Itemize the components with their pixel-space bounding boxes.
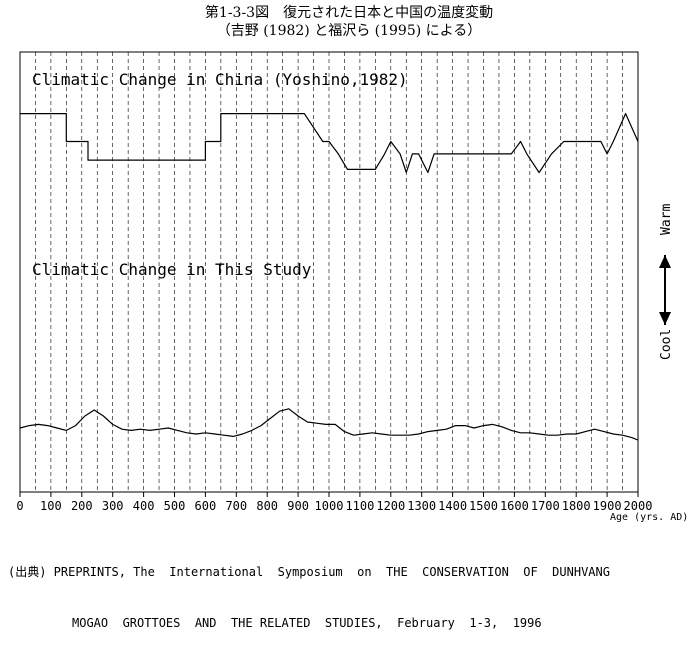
series-label-study: Climatic Change in This Study: [32, 260, 312, 279]
cool-label: Cool: [659, 329, 674, 360]
x-tick-label: 2000: [624, 499, 653, 513]
x-tick-label: 600: [195, 499, 217, 513]
arrow-up-icon: [659, 255, 671, 268]
series-lines: [19, 112, 639, 441]
source-line2: MOGAO GROTTOES AND THE RELATED STUDIES, …: [72, 616, 542, 630]
x-tick-label: 1900: [593, 499, 622, 513]
x-tick-label: 1400: [438, 499, 467, 513]
warm-label: Warm: [659, 204, 674, 235]
x-axis-tick-labels: 0 100 200 300 400 500 600 700 800 900 1000 1100 1200…: [16, 499, 652, 513]
x-axis-label: Age (yrs. AD): [610, 512, 688, 523]
series-label-china: Climatic Change in China (Yoshino,1982): [32, 70, 408, 89]
x-tick-label: 200: [71, 499, 93, 513]
x-tick-label: 800: [256, 499, 278, 513]
series-line-study: [19, 408, 639, 441]
chart-title-line2: （吉野 (1982) と福沢ら (1995) による）: [216, 23, 482, 39]
x-tick-label: 0: [16, 499, 23, 513]
x-tick-label: 100: [40, 499, 62, 513]
source-line1: (出典) PREPRINTS, The International Sympos…: [8, 565, 610, 579]
series-line-china: [20, 112, 639, 174]
chart: 0 100 200 300 400 500 600 700 800 900 1000 1100 1200…: [16, 51, 688, 523]
warm-cool-indicator: Warm Cool: [659, 204, 674, 360]
x-tick-label: 1000: [315, 499, 344, 513]
grid-lines: [35, 52, 623, 492]
x-axis-ticks: [19, 492, 639, 497]
x-tick-label: 1600: [500, 499, 529, 513]
x-tick-label: 500: [164, 499, 186, 513]
x-tick-label: 1100: [345, 499, 374, 513]
x-tick-label: 400: [133, 499, 155, 513]
x-tick-label: 900: [287, 499, 309, 513]
x-tick-label: 1800: [562, 499, 591, 513]
x-tick-label: 1300: [407, 499, 436, 513]
x-tick-label: 1500: [469, 499, 498, 513]
x-tick-label: 700: [225, 499, 247, 513]
x-tick-label: 1200: [376, 499, 405, 513]
arrow-down-icon: [659, 312, 671, 325]
source-citation: (出典) PREPRINTS, The International Sympos…: [8, 530, 610, 649]
x-tick-label: 300: [102, 499, 124, 513]
x-tick-label: 1700: [531, 499, 560, 513]
chart-title-line1: 第1-3-3図 復元された日本と中国の温度変動: [204, 5, 494, 21]
